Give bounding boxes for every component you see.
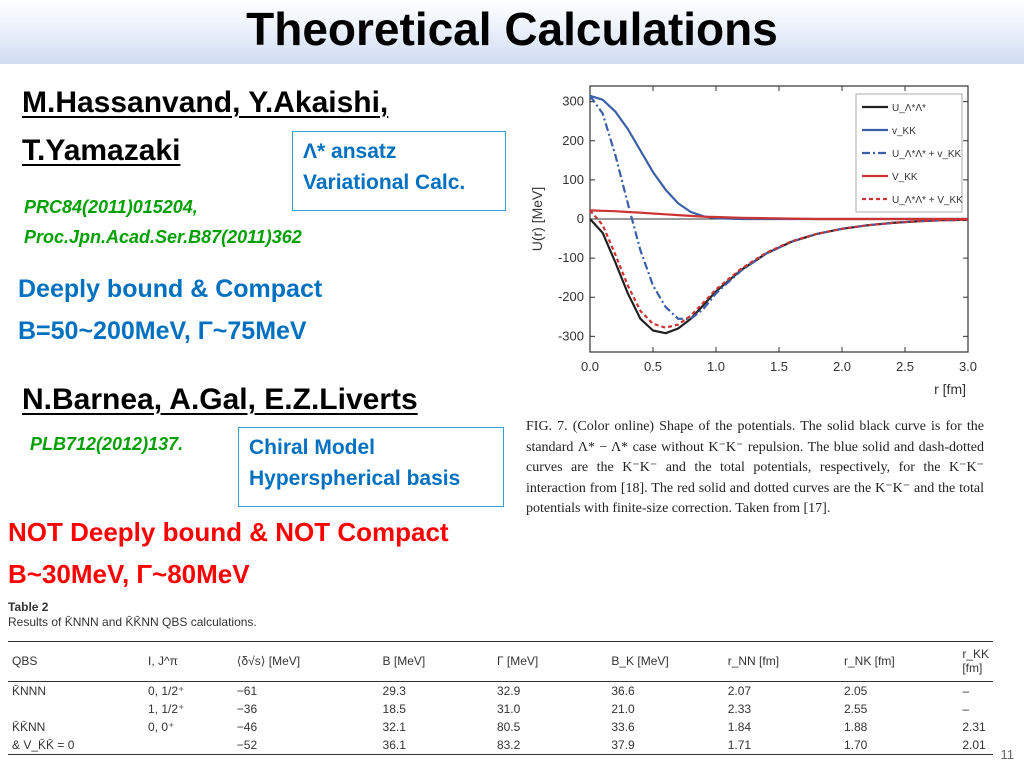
table-cell [144,736,233,755]
header-rnk: r_NK [fm] [844,654,895,668]
table-cell: 1, 1/2⁺ [148,702,185,716]
table-cell: K̄NNN [12,684,47,698]
paper1-ref-line2: Proc.Jpn.Acad.Ser.B87(2011)362 [24,227,302,247]
table-cell: K̄K̄NN [12,720,46,734]
table-cell: 1.70 [844,738,868,752]
paper1-ref-line1: PRC84(2011)015204, [24,197,198,217]
y-tick-label: 300 [562,94,584,109]
paper1-result-line1: Deeply bound & Compact [18,275,323,303]
paper1-method-line1: Λ* ansatz [303,140,397,163]
legend-label: v_KK [892,126,916,137]
x-tick-label: 2.0 [833,359,851,374]
table-cell: 1.84 [727,720,752,734]
y-tick-label: 0 [577,211,584,226]
x-tick-label: 0.5 [644,359,662,374]
header-rkk: r_KK [fm] [962,647,989,675]
header-ij: I, J^π [148,654,178,668]
table-cell: −46 [236,720,258,734]
legend-label: U_Λ*Λ* [892,103,926,114]
paper2-method-line2: Hyperspherical basis [249,467,461,490]
table-row: 1, 1/2⁺ −36 18.5 31.0 21.0 2.33 2.55 – [8,700,993,718]
table-cell: 33.6 [611,720,635,734]
series-line-4 [589,209,969,329]
y-tick-label: 100 [562,172,584,187]
header-bk: B_K [MeV] [611,654,669,668]
table-cell: 2.55 [844,702,868,716]
table-row: K̄K̄NN 0, 0⁺ −46 32.1 80.5 33.6 1.84 1.88 2.31 [8,718,993,736]
table-title: Table 2 [8,600,49,614]
paper1-authors-line1: M.Hassanvand, Y.Akaishi, [22,86,389,119]
x-axis-label: r [fm] [934,381,966,397]
figure-caption: FIG. 7. (Color online) Shape of the pote… [526,419,984,516]
table-cell: −36 [236,702,258,716]
table-cell: 2.07 [727,684,752,698]
title-band [0,0,1024,64]
header-b: B [MeV] [382,654,426,668]
paper2-authors: N.Barnea, A.Gal, E.Z.Liverts [22,383,418,416]
paper2-method-line1: Chiral Model [249,436,376,459]
paper2-ref: PLB712(2012)137. [30,434,184,454]
table-cell: 0, 1/2⁺ [148,684,185,698]
table-cell: 2.01 [962,738,986,752]
header-qbs: QBS [12,654,38,668]
y-axis-label: U(r) [MeV] [529,187,545,252]
table-cell: 2.33 [727,702,752,716]
header-gamma: Γ [MeV] [496,654,539,668]
table-cell: 32.1 [382,720,406,734]
y-tick-label: 200 [562,133,584,148]
paper1-method-line2: Variational Calc. [303,171,466,194]
table-cell: 36.6 [611,684,635,698]
legend-label: U_Λ*Λ* + V_KK [892,195,963,206]
table-cell: 36.1 [382,738,406,752]
results-table: QBS I, J^π ⟨δ√s⟩ [MeV] B [MeV] Γ [MeV] B… [8,641,993,755]
table-cell: 29.3 [382,684,406,698]
series-line-3 [589,209,968,221]
page-number: 11 [1000,747,1015,762]
table-cell: 0, 0⁺ [148,720,175,734]
x-tick-label: 2.5 [896,359,914,374]
header-delta-s: ⟨δ√s⟩ [MeV] [236,654,301,668]
y-tick-label: -100 [558,250,584,265]
table-cell: 32.9 [496,684,521,698]
paper2-method-box: Chiral Model Hyperspherical basis [238,427,504,507]
table-cell: & V_K̄K̄ = 0 [12,738,75,752]
x-tick-label: 0.0 [581,359,599,374]
y-tick-label: -300 [558,328,584,343]
table-header-row: QBS I, J^π ⟨δ√s⟩ [MeV] B [MeV] Γ [MeV] B… [8,641,993,682]
table-cell [8,700,144,718]
table-cell: −61 [236,684,258,698]
table-subtitle: Results of K̄NNN and K̄K̄NN QBS calculat… [8,615,257,629]
legend-label: V_KK [892,172,918,183]
potential-chart: 0.0 0.5 1.0 1.5 2.0 2.5 3.0 300 200 100 0 -100 -200 -… [529,85,977,397]
table-cell: 80.5 [496,720,521,734]
table-cell: 2.31 [962,720,986,734]
table-cell: 83.2 [496,738,521,752]
x-tick-label: 3.0 [959,359,977,374]
table-cell: 37.9 [611,738,635,752]
table-row: & V_K̄K̄ = 0 −52 36.1 83.2 37.9 1.71 1.70 2.01 [8,736,993,755]
paper2-result-line2: B~30MeV, Γ~80MeV [8,559,250,589]
x-tick-label: 1.0 [707,359,725,374]
paper1-authors-line2: T.Yamazaki [22,134,181,167]
results-table-block: Table 2 Results of K̄NNN and K̄K̄NN QBS … [8,600,993,755]
table-cell: 18.5 [382,702,406,716]
slide-title: Theoretical Calculations [246,3,778,55]
paper1-method-box: Λ* ansatz Variational Calc. [292,131,506,211]
table-cell: 31.0 [496,702,521,716]
y-tick-label: -200 [558,289,584,304]
table-cell: −52 [236,738,258,752]
table-cell: – [962,684,969,698]
table-row: K̄NNN 0, 1/2⁺ −61 29.3 32.9 36.6 2.07 2.05 – [8,682,993,701]
table-cell: 1.71 [727,738,752,752]
table-cell: 21.0 [611,702,635,716]
series-line-2 [589,95,969,320]
table-cell: 2.05 [844,684,868,698]
table-cell: – [962,702,969,716]
paper1-result-line2: B=50~200MeV, Γ~75MeV [18,317,307,345]
paper2-result-line1: NOT Deeply bound & NOT Compact [8,517,449,547]
table-cell: 1.88 [844,720,868,734]
x-tick-label: 1.5 [770,359,788,374]
header-rnn: r_NN [fm] [727,654,780,668]
legend-label: U_Λ*Λ* + v_KK [892,149,962,160]
